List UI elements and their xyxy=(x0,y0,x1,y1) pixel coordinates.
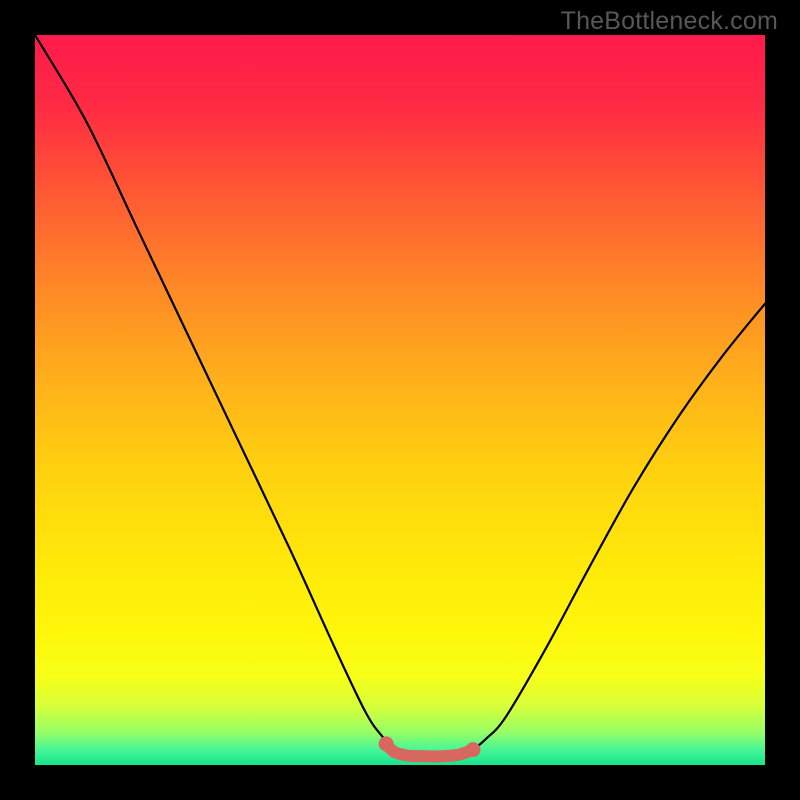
chart-gradient-bg xyxy=(35,35,765,765)
optimal-range-end-dot xyxy=(466,742,481,757)
chart-frame: TheBottleneck.com xyxy=(0,0,800,800)
watermark-text: TheBottleneck.com xyxy=(561,7,778,36)
bottleneck-curve-chart xyxy=(0,0,800,800)
optimal-range-start-dot xyxy=(379,736,394,751)
